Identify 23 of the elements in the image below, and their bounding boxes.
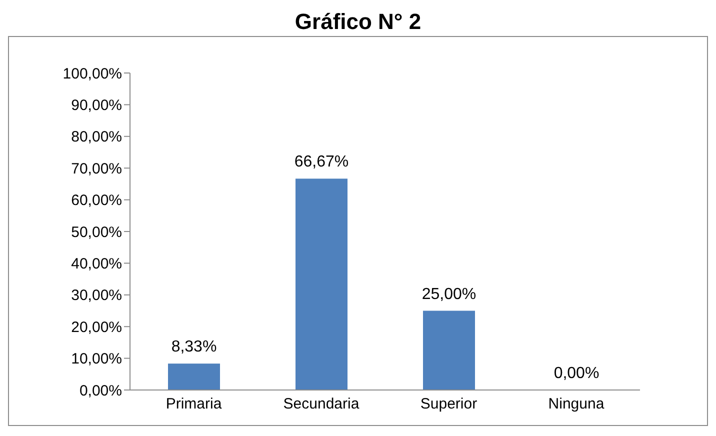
y-tick-label: 80,00%: [71, 128, 122, 146]
y-tick-label: 50,00%: [71, 224, 122, 241]
data-label: 25,00%: [422, 286, 476, 303]
bar: [296, 178, 348, 390]
y-tick-label: 10,00%: [71, 350, 122, 368]
x-tick-label: Superior: [420, 396, 478, 413]
y-tick-label: 30,00%: [71, 287, 122, 304]
chart-title: Gráfico N° 2: [294, 8, 422, 36]
y-tick-label: 40,00%: [71, 256, 122, 273]
bar: [423, 310, 475, 390]
y-tick-label: 90,00%: [71, 97, 122, 114]
data-label: 66,67%: [294, 154, 349, 171]
y-tick-label: 20,00%: [71, 318, 122, 336]
y-tick-label: 70,00%: [71, 160, 122, 178]
data-label: 0,00%: [554, 365, 600, 382]
bar: [168, 364, 220, 390]
x-tick-label: Primaria: [166, 396, 222, 413]
y-tick-label: 0,00%: [79, 382, 122, 400]
x-tick-label: Ninguna: [548, 396, 605, 413]
x-tick-label: Secundaria: [283, 396, 360, 413]
y-tick-label: 100,00%: [62, 65, 122, 82]
data-label: 8,33%: [171, 338, 217, 356]
y-tick-label: 60,00%: [71, 192, 122, 210]
